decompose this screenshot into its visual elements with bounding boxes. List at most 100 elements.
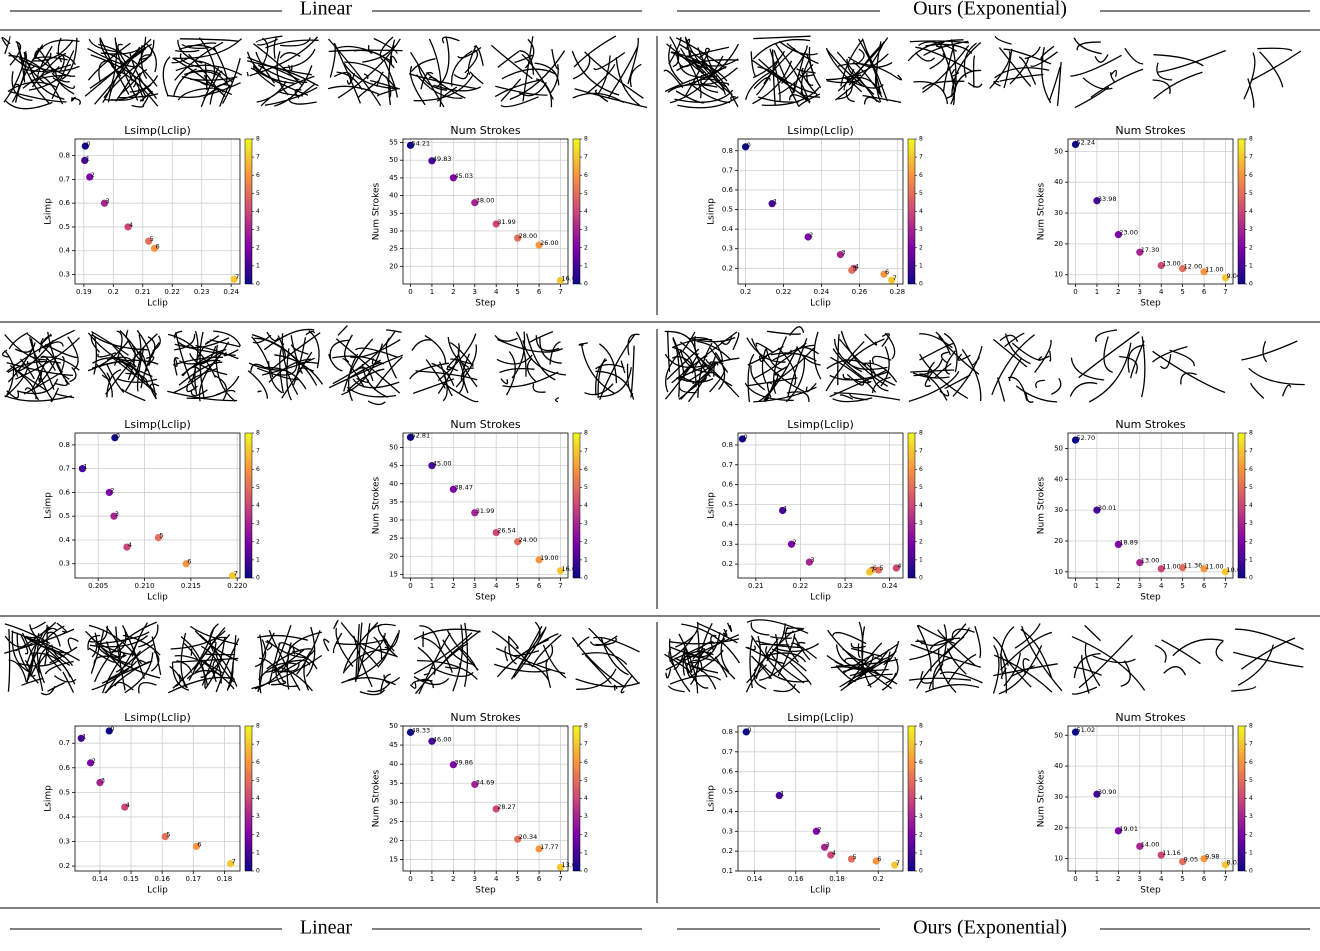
sketch-stroke: [1125, 48, 1143, 64]
y-tick-label: 0.3: [59, 270, 70, 278]
colorbar: [573, 139, 580, 284]
sketch-thumbnail: [409, 37, 483, 107]
x-tick-label: 0.21: [135, 288, 151, 296]
sketch-stroke: [48, 683, 65, 692]
sketch-stroke: [669, 44, 683, 83]
point-label: 31.99: [476, 507, 495, 515]
colorbar-tick-label: 5: [1249, 484, 1253, 491]
sketch-stroke: [512, 332, 525, 379]
point-label: 0: [86, 140, 90, 148]
sketch-thumbnail: [826, 38, 901, 105]
x-tick-label: 2: [1116, 582, 1120, 590]
sketch-stroke: [751, 622, 769, 635]
sketch-thumbnail: [909, 332, 982, 401]
x-tick-label: 3: [1138, 582, 1142, 590]
colorbar-tick-label: 5: [919, 190, 923, 197]
colorbar-tick-label: 8: [584, 430, 588, 437]
point-label: 2: [110, 486, 114, 494]
point-label: 38.47: [454, 483, 473, 491]
x-tick-label: 2: [451, 582, 455, 590]
sketch-thumbnail: [993, 624, 1062, 694]
colorbar-tick-label: 6: [584, 172, 588, 179]
point-label: 14.00: [1141, 840, 1160, 848]
point-label: 52.70: [1077, 434, 1096, 442]
y-tick-label: 0.6: [59, 199, 71, 207]
point-label: 0: [747, 726, 751, 734]
point-label: 5: [166, 831, 170, 839]
x-tick-label: 3: [1138, 875, 1142, 883]
point-label: 13.00: [1141, 557, 1160, 565]
y-tick-label: 45: [389, 741, 398, 749]
point-label: 7: [235, 273, 239, 281]
chart-title: Lsimp(Lclip): [124, 711, 190, 724]
sketch-thumbnail: [746, 620, 819, 693]
sketch-stroke: [751, 51, 756, 77]
y-tick-label: 0.5: [722, 501, 733, 509]
colorbar: [245, 433, 252, 578]
sketch-stroke: [915, 641, 925, 644]
y-tick-label: 45: [389, 174, 398, 182]
plot-frame: [75, 433, 240, 578]
sketch-thumbnail: [324, 620, 400, 694]
point-label: 4: [129, 221, 133, 229]
sketch-stroke: [1283, 385, 1291, 396]
colorbar-tick-label: 0: [1249, 575, 1253, 582]
sketch-stroke: [175, 50, 199, 51]
point-label: 5: [879, 564, 883, 572]
y-tick-label: 55: [389, 139, 398, 147]
point-label: 23.00: [1119, 229, 1138, 237]
colorbar: [1238, 433, 1245, 578]
point-label: 49.83: [433, 155, 452, 163]
colorbar-tick-label: 1: [584, 262, 588, 269]
x-axis-label: Lclip: [810, 593, 831, 603]
point-label: 2: [91, 171, 95, 179]
sketch-stroke: [9, 333, 28, 349]
colorbar-tick-label: 7: [584, 741, 588, 748]
colorbar: [1238, 139, 1245, 284]
colorbar-tick-label: 3: [1249, 813, 1253, 820]
sketch-stroke: [572, 51, 619, 95]
colorbar-tick-label: 7: [919, 154, 923, 161]
sketch-thumbnail: [491, 36, 564, 107]
x-tick-label: 0: [408, 875, 412, 883]
y-tick-label: 0.2: [59, 862, 70, 870]
y-tick-label: 0.4: [722, 807, 734, 815]
point-label: 31.99: [497, 218, 516, 226]
sketch-stroke: [501, 97, 539, 107]
sketch-stroke: [1155, 645, 1166, 662]
colorbar-tick-label: 8: [256, 430, 260, 437]
sketch-stroke: [585, 655, 611, 684]
chart-title: Num Strokes: [1115, 418, 1185, 431]
colorbar-tick-label: 8: [1249, 723, 1253, 730]
colorbar-tick-label: 4: [584, 208, 588, 215]
sketch-stroke: [766, 646, 767, 654]
colorbar-tick-label: 5: [1249, 190, 1253, 197]
point-label: 18.89: [1119, 538, 1138, 546]
point-label: 0: [747, 141, 751, 149]
sketch-thumbnail: [990, 36, 1061, 106]
sketch-stroke: [391, 56, 397, 63]
y-tick-label: 0.3: [722, 827, 733, 835]
colorbar-tick-label: 4: [919, 208, 923, 215]
sketch-thumbnail: [1153, 51, 1226, 99]
colorbar-tick-label: 6: [584, 466, 588, 473]
point-label: 4: [126, 801, 130, 809]
sketch-thumbnail: [572, 36, 647, 107]
colorbar-tick-label: 3: [919, 226, 923, 233]
colorbar-tick-label: 7: [919, 448, 923, 455]
point-label: 3: [105, 197, 109, 205]
x-tick-label: 7: [558, 875, 562, 883]
y-tick-label: 0.5: [722, 788, 733, 796]
sketch-thumbnail: [410, 334, 478, 402]
x-tick-label: 0: [408, 288, 412, 296]
sketch-stroke: [556, 398, 559, 402]
y-tick-label: 0.7: [59, 739, 70, 747]
chart-title: Num Strokes: [1115, 711, 1185, 724]
y-tick-label: 0.6: [722, 768, 734, 776]
sketch-thumbnail: [1071, 38, 1144, 108]
point-label: 7: [871, 566, 875, 574]
point-label: 28.27: [497, 803, 516, 811]
colorbar-tick-label: 1: [584, 556, 588, 563]
x-tick-label: 0: [1073, 288, 1077, 296]
